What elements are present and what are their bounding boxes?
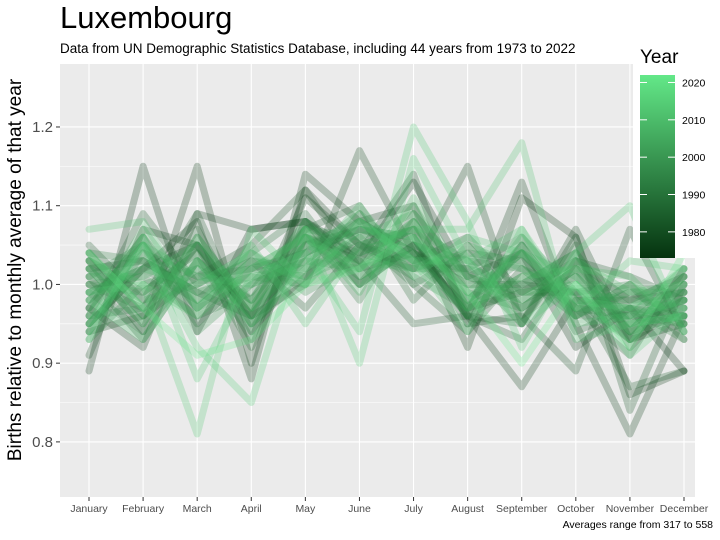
series-line-2014 [85, 218, 688, 438]
series-line-2002 [85, 210, 688, 336]
x-tick-label: January [70, 503, 108, 515]
year-legend: 1980 1990 2000 2010 2020 [633, 62, 720, 258]
series-line-2009 [85, 218, 688, 336]
x-tick-label: April [241, 503, 262, 515]
series-line-1987 [85, 210, 688, 343]
series-line-1994 [85, 225, 688, 343]
x-tick-label: November [606, 503, 655, 515]
series-line-2000 [85, 202, 688, 328]
series-line-2015 [85, 155, 688, 406]
y-tick-label: 1.2 [32, 119, 53, 136]
series-layer [85, 123, 688, 438]
y-tick-label: 0.9 [32, 355, 53, 372]
legend-colorbar [640, 75, 675, 258]
y-tick-label: 1.1 [32, 198, 53, 215]
plot-panel [60, 64, 695, 497]
series-line-2012 [85, 139, 688, 343]
series-line-1989 [85, 218, 688, 328]
x-tick-label: October [557, 503, 595, 515]
series-line-1990 [85, 210, 688, 336]
x-tick-label: July [404, 503, 423, 515]
series-line-1986 [85, 210, 688, 336]
x-tick-label: August [451, 503, 484, 515]
chart-caption: Averages range from 317 to 558 [562, 519, 713, 531]
series-line-2008 [85, 194, 688, 328]
series-line-1988 [85, 233, 688, 351]
x-tick-label: June [348, 503, 371, 515]
series-line-1975 [85, 178, 688, 438]
series-line-1995 [85, 233, 688, 336]
legend-tick-label: 2020 [682, 77, 706, 89]
chart-subtitle: Data from UN Demographic Statistics Data… [60, 41, 576, 56]
series-line-1996 [85, 241, 688, 320]
legend-tick-label: 1980 [682, 227, 706, 239]
y-axis: 0.8 0.9 1.0 1.1 1.2 [32, 119, 60, 451]
series-line-2001 [85, 233, 688, 343]
chart-title: Luxembourg [60, 0, 233, 35]
series-line-2007 [85, 225, 688, 328]
x-tick-label: February [122, 503, 165, 515]
series-line-1976 [85, 170, 688, 391]
series-line-2013 [85, 123, 688, 383]
legend-ticks: 1980 1990 2000 2010 2020 [640, 77, 706, 239]
series-line-1991 [85, 233, 688, 336]
legend-tick-label: 1990 [682, 190, 706, 202]
series-line-1980 [85, 186, 688, 343]
series-line-2004 [85, 218, 688, 328]
x-tick-label: May [295, 503, 316, 515]
series-line-1985 [85, 225, 688, 336]
series-line-2006 [85, 241, 688, 320]
x-tick-label: March [183, 503, 212, 515]
series-line-1992 [85, 218, 688, 328]
series-line-2022 [85, 233, 688, 367]
series-line-1999 [85, 225, 688, 336]
series-line-2010 [85, 218, 688, 336]
series-line-1974 [85, 162, 688, 399]
series-line-1977 [85, 162, 688, 343]
legend-tick-label: 2010 [682, 115, 706, 127]
series-line-1984 [85, 202, 688, 359]
y-tick-label: 0.8 [32, 434, 53, 451]
series-line-2011 [85, 202, 688, 343]
y-tick-label: 1.0 [32, 276, 53, 293]
series-line-1979 [85, 170, 688, 375]
series-line-2005 [85, 210, 688, 336]
series-line-2003 [85, 225, 688, 320]
legend-title: Year [640, 47, 679, 68]
series-line-1978 [85, 147, 688, 359]
series-line-1982 [85, 210, 688, 343]
gridlines [60, 64, 695, 497]
y-axis-label: Births relative to monthly average of th… [5, 78, 26, 462]
series-line-1997 [85, 218, 688, 343]
series-line-1993 [85, 225, 688, 343]
series-line-1983 [85, 210, 688, 391]
legend-tick-label: 2000 [682, 152, 706, 164]
x-tick-label: December [660, 503, 709, 515]
x-tick-label: September [496, 503, 548, 515]
series-line-1973 [85, 162, 688, 375]
series-line-1981 [85, 225, 688, 414]
x-axis: January February March April May June July Augu… [70, 497, 709, 515]
series-line-1998 [85, 218, 688, 312]
